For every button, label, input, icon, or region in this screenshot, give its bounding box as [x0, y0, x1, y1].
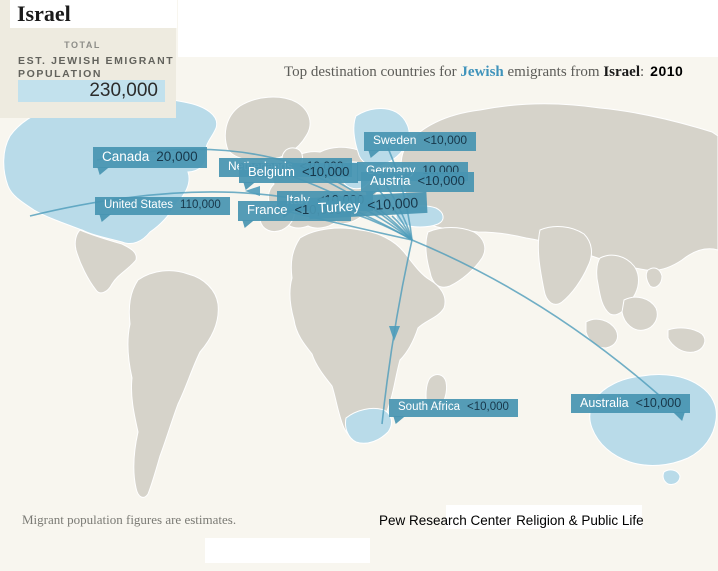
label-pointer	[239, 219, 255, 228]
country-value: <10,000	[467, 401, 509, 413]
headline-prefix: Top destination countries for	[284, 64, 461, 80]
arrowhead-south-africa	[389, 326, 400, 341]
country-name: Canada	[102, 149, 150, 164]
headline-colon: :	[640, 64, 645, 80]
country-name: Australia	[580, 396, 629, 410]
label-pointer	[365, 149, 381, 158]
country-value: <10,000	[417, 173, 465, 188]
country-australia-highlight[interactable]	[589, 373, 717, 466]
region-arabia	[425, 227, 486, 288]
headline-religion: Jewish	[460, 64, 504, 80]
island-philippines	[645, 267, 663, 288]
region-india	[537, 226, 592, 305]
island-sumatra	[585, 318, 619, 349]
label-pointer	[673, 412, 688, 422]
country-value: 20,000	[156, 149, 198, 164]
metric-label-line2: POPULATION	[18, 68, 103, 80]
map-label-belgium[interactable]: Belgium <10,000	[239, 163, 359, 190]
headline-origin: Israel	[603, 64, 640, 80]
header-background	[178, 0, 718, 57]
map-label-austria[interactable]: Austria <10,000	[361, 172, 474, 199]
island-tasmania-highlight	[662, 469, 681, 485]
country-name: Belgium	[248, 164, 295, 179]
country-value: <10,000	[301, 164, 350, 179]
island-new-guinea	[667, 327, 706, 353]
metric-label-line1: EST. JEWISH EMIGRANT	[18, 55, 175, 67]
country-name: United States	[104, 199, 174, 211]
total-value: 230,000	[89, 80, 158, 101]
headline-middle: emigrants from	[503, 64, 604, 80]
origin-title-block	[10, 0, 177, 28]
headline-year: 2010	[650, 63, 684, 79]
country-north-america-highlight[interactable]	[3, 96, 218, 245]
country-value: <10,000	[423, 133, 468, 147]
source-name: Pew Research Center	[379, 513, 512, 528]
arc-to-sweden	[387, 147, 413, 241]
map-label-canada[interactable]: Canada 20,000	[93, 147, 207, 175]
label-pointer	[240, 181, 256, 190]
arc-to-australia	[411, 239, 661, 397]
map-label-south-africa[interactable]: South Africa <10,000	[389, 399, 518, 425]
origin-country-title: Israel	[17, 1, 71, 26]
country-name: Turkey	[317, 197, 361, 216]
country-name: France	[247, 202, 288, 217]
arc-to-united-states	[29, 191, 413, 241]
source-division: Religion & Public Life	[516, 513, 644, 528]
continent-south-america	[127, 270, 219, 498]
country-name: Austria	[370, 173, 411, 188]
source-credit: Pew Research Center Religion & Public Lif…	[379, 513, 644, 528]
country-value: 110,000	[180, 199, 221, 211]
country-value: <10,000	[635, 396, 682, 410]
total-value-box: 230,000	[18, 80, 165, 102]
label-pointer	[94, 166, 110, 175]
headline: Top destination countries for Jewish emi…	[284, 63, 683, 81]
bottom-white-patch	[205, 538, 370, 563]
footnote: Migrant population figures are estimates…	[22, 512, 237, 527]
arrowhead-united-states	[245, 186, 260, 196]
country-south-africa-highlight[interactable]	[345, 407, 392, 444]
country-value: <10,000	[366, 194, 419, 214]
origin-info-panel: Israel TOTAL EST. JEWISH EMIGRANT POPULA…	[0, 0, 177, 118]
map-label-sweden[interactable]: Sweden <10,000	[364, 132, 477, 158]
source-white-patch	[446, 505, 642, 529]
island-borneo	[621, 296, 658, 331]
arc-to-turkey	[391, 215, 413, 241]
country-name: Sweden	[373, 133, 417, 147]
total-label: TOTAL	[64, 40, 101, 50]
map-label-united-states[interactable]: United States 110,000	[95, 197, 230, 223]
map-label-australia[interactable]: Australia <10,000	[571, 394, 691, 422]
country-name: South Africa	[398, 401, 461, 413]
region-mexico-central-america	[74, 229, 137, 294]
